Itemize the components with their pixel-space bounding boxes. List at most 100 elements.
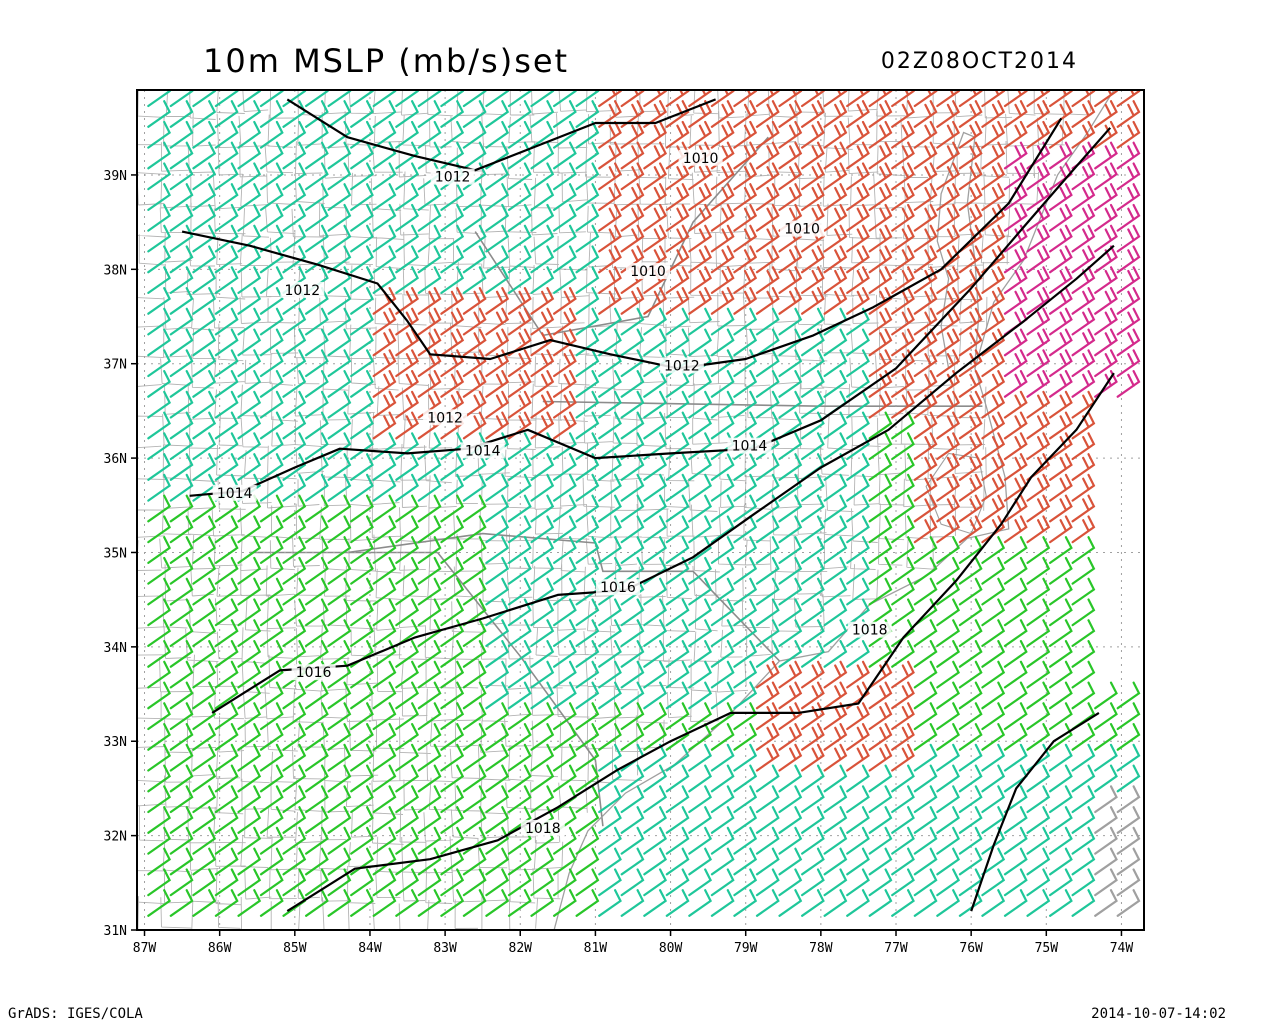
wind-barb bbox=[665, 785, 690, 814]
wind-barb bbox=[259, 536, 284, 564]
wind-barb bbox=[936, 162, 961, 191]
wind-barb bbox=[620, 90, 645, 108]
wind-barb bbox=[801, 100, 825, 128]
wind-barb bbox=[350, 598, 374, 627]
wind-barb bbox=[1003, 287, 1028, 315]
wind-barb bbox=[530, 494, 555, 523]
wind-barb bbox=[575, 785, 600, 814]
wind-barb bbox=[485, 100, 510, 128]
wind-barb bbox=[350, 889, 374, 917]
wind-barb bbox=[710, 203, 735, 232]
wind-barb bbox=[327, 266, 352, 294]
wind-barb bbox=[710, 660, 735, 689]
wind-barb bbox=[327, 453, 352, 481]
wind-barb bbox=[710, 90, 735, 108]
wind-barb bbox=[1049, 847, 1073, 876]
wind-barb bbox=[891, 723, 915, 751]
wind-barb bbox=[462, 100, 487, 128]
wind-barb bbox=[1116, 90, 1141, 108]
wind-barb bbox=[620, 453, 645, 481]
wind-barb bbox=[372, 764, 397, 793]
wind-barb bbox=[958, 660, 983, 689]
wind-barb bbox=[305, 619, 329, 647]
contour-label-background bbox=[595, 579, 640, 596]
wind-barb bbox=[665, 90, 690, 108]
wind-barb bbox=[305, 598, 329, 627]
contour-label: 1016 bbox=[296, 665, 332, 681]
wind-barb bbox=[1049, 515, 1073, 544]
wind-barb bbox=[147, 598, 172, 627]
wind-barb bbox=[1094, 224, 1118, 253]
wind-barb bbox=[1026, 619, 1051, 647]
wind-barb bbox=[440, 640, 465, 668]
wind-barb bbox=[778, 723, 803, 751]
wind-barb bbox=[214, 120, 239, 149]
wind-barb bbox=[913, 702, 938, 731]
wind-barb bbox=[214, 806, 239, 834]
wind-barb bbox=[462, 307, 487, 336]
wind-barb bbox=[1116, 806, 1141, 834]
wind-barb bbox=[936, 764, 961, 793]
wind-barb bbox=[1003, 681, 1028, 710]
wind-barb bbox=[1116, 224, 1141, 253]
wind-barb bbox=[755, 577, 780, 606]
wind-barb bbox=[1071, 806, 1096, 834]
wind-barb bbox=[981, 183, 1006, 211]
wind-barb bbox=[440, 328, 465, 357]
wind-barb bbox=[846, 432, 870, 461]
wind-barb bbox=[259, 681, 284, 710]
wind-barb bbox=[462, 120, 487, 149]
wind-barb bbox=[1071, 494, 1096, 523]
wind-barb bbox=[395, 307, 420, 336]
wind-barb bbox=[327, 743, 352, 772]
wind-barb bbox=[395, 847, 420, 876]
wind-barb bbox=[169, 847, 194, 876]
wind-barb bbox=[169, 806, 194, 834]
wind-barb bbox=[643, 847, 668, 876]
wind-barb bbox=[575, 307, 600, 336]
wind-barb bbox=[327, 826, 352, 855]
wind-barb bbox=[891, 328, 915, 357]
wind-barb bbox=[643, 743, 668, 772]
wind-barb bbox=[214, 183, 239, 211]
wind-barb bbox=[553, 245, 577, 274]
wind-barb bbox=[417, 660, 442, 689]
wind-barb bbox=[327, 287, 352, 315]
wind-barb bbox=[1049, 141, 1073, 170]
wind-barb bbox=[891, 556, 915, 585]
wind-barb bbox=[710, 328, 735, 357]
wind-barb bbox=[665, 660, 690, 689]
wind-barb bbox=[259, 287, 284, 315]
wind-barb bbox=[462, 785, 487, 814]
wind-barb bbox=[237, 660, 262, 689]
wind-barb bbox=[327, 203, 352, 232]
wind-barb bbox=[305, 764, 329, 793]
wind-barb bbox=[755, 868, 780, 897]
wind-barb bbox=[372, 889, 397, 917]
wind-barb bbox=[733, 328, 758, 357]
wind-barb bbox=[846, 328, 870, 357]
wind-barb bbox=[981, 556, 1006, 585]
wind-barb bbox=[259, 494, 284, 523]
contour-label-background bbox=[847, 621, 892, 638]
wind-barb bbox=[958, 723, 983, 751]
coastline-path bbox=[553, 90, 1115, 930]
wind-barb bbox=[1026, 266, 1051, 294]
wind-barb bbox=[530, 556, 555, 585]
wind-barb bbox=[259, 411, 284, 440]
wind-barb bbox=[440, 245, 465, 274]
contour-label: 1012 bbox=[285, 283, 321, 299]
wind-barb bbox=[755, 598, 780, 627]
wind-barb bbox=[214, 764, 239, 793]
wind-barb bbox=[620, 536, 645, 564]
wind-barb bbox=[823, 868, 848, 897]
wind-barb bbox=[688, 889, 713, 917]
wind-barb bbox=[372, 183, 397, 211]
wind-barb bbox=[1026, 224, 1051, 253]
wind-barb bbox=[553, 681, 577, 710]
map-frame bbox=[136, 89, 1145, 931]
wind-barb bbox=[350, 162, 374, 191]
wind-barb bbox=[259, 764, 284, 793]
wind-barb bbox=[936, 806, 961, 834]
wind-barb bbox=[192, 619, 217, 647]
